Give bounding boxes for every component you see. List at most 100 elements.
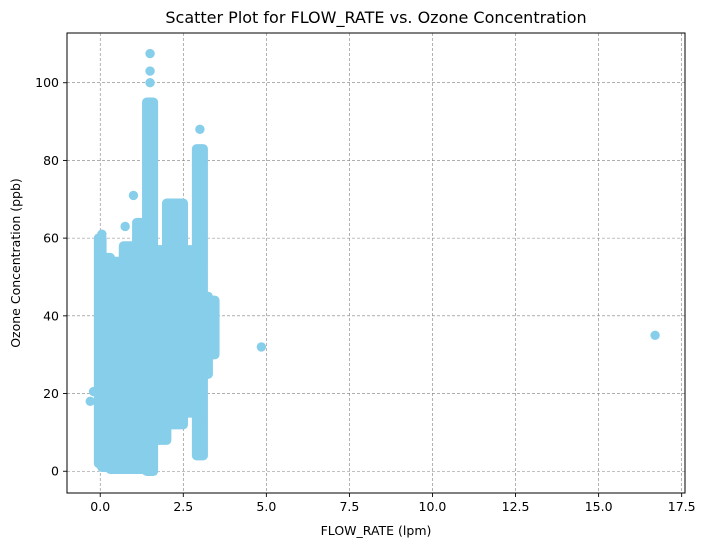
data-point	[124, 447, 135, 458]
data-point	[207, 331, 217, 341]
data-point	[194, 235, 204, 245]
data-point	[107, 464, 118, 474]
x-tick-label: 10.0	[419, 499, 447, 514]
data-point	[169, 264, 179, 275]
data-point	[154, 337, 165, 347]
data-point	[167, 280, 178, 290]
data-point	[145, 66, 155, 76]
y-tick-label: 60	[43, 231, 59, 246]
data-point	[208, 299, 218, 309]
data-point	[111, 386, 121, 396]
data-point	[154, 270, 165, 281]
data-point	[119, 428, 130, 438]
data-point	[145, 78, 155, 88]
data-point	[144, 219, 155, 229]
data-point	[163, 320, 173, 331]
x-axis-label: FLOW_RATE (lpm)	[321, 523, 432, 538]
data-point	[204, 308, 215, 319]
data-point	[147, 125, 157, 135]
data-point	[152, 279, 163, 290]
data-point	[201, 369, 212, 379]
data-point	[210, 346, 220, 356]
data-point	[180, 355, 190, 365]
data-point	[145, 447, 156, 457]
data-point	[166, 334, 177, 344]
data-point	[110, 441, 121, 452]
data-point	[196, 386, 207, 397]
data-point	[85, 396, 95, 407]
data-point	[169, 298, 179, 308]
x-tick-label: 2.5	[173, 499, 193, 514]
data-point	[105, 339, 116, 350]
data-point	[183, 367, 194, 377]
data-point	[181, 379, 192, 390]
data-points	[85, 48, 660, 476]
x-tick-label: 7.5	[339, 499, 359, 514]
data-point	[197, 221, 207, 232]
data-point	[198, 450, 208, 460]
data-point	[650, 330, 660, 340]
data-point	[256, 342, 267, 352]
y-axis-label: Ozone Concentration (ppb)	[8, 178, 23, 348]
data-point	[98, 296, 108, 306]
x-tick-label: 15.0	[585, 499, 613, 514]
data-point	[149, 408, 160, 418]
x-tick-label: 0.0	[90, 499, 110, 514]
data-point	[134, 320, 145, 330]
data-point	[178, 404, 189, 414]
x-tick-label: 17.5	[668, 499, 696, 514]
data-point	[97, 387, 107, 397]
data-point	[107, 401, 118, 411]
data-point	[164, 243, 175, 254]
y-tick-label: 0	[51, 464, 59, 479]
x-tick-label: 12.5	[502, 499, 530, 514]
data-point	[195, 124, 205, 135]
data-point	[145, 48, 155, 59]
data-point	[121, 346, 131, 357]
data-point	[123, 371, 133, 381]
data-point	[97, 430, 107, 440]
x-tick-label: 5.0	[256, 499, 276, 514]
data-point	[145, 465, 155, 475]
data-point	[162, 203, 172, 213]
data-point	[121, 317, 131, 328]
plot-frame	[66, 32, 686, 494]
data-point	[121, 299, 132, 309]
data-point	[182, 245, 192, 255]
data-point	[192, 209, 202, 219]
data-point	[153, 294, 163, 304]
data-point	[148, 143, 158, 154]
data-point	[97, 229, 107, 239]
data-point	[106, 450, 116, 460]
data-point	[209, 319, 219, 329]
chart-title: Scatter Plot for FLOW_RATE vs. Ozone Con…	[165, 8, 586, 28]
y-tick-label: 40	[43, 308, 59, 323]
data-point	[120, 221, 130, 232]
data-point	[146, 101, 156, 111]
data-point	[122, 459, 133, 470]
data-point	[182, 257, 193, 268]
data-point	[133, 289, 143, 300]
axis-ticks: 0.0 2.5 5.0 7.5 10.0 12.5 15.0 17.5 0 20 40 60 80 100	[35, 75, 695, 514]
data-point	[97, 254, 108, 265]
data-point	[178, 316, 189, 326]
data-point	[124, 243, 135, 253]
data-point	[162, 309, 172, 320]
y-tick-label: 80	[43, 153, 59, 168]
data-point	[168, 357, 178, 367]
y-tick-label: 100	[35, 75, 59, 90]
data-point	[150, 434, 161, 445]
data-point	[197, 148, 207, 159]
data-point	[194, 418, 204, 429]
data-point	[197, 158, 207, 168]
data-point	[111, 311, 121, 321]
data-point	[107, 277, 117, 288]
data-point	[94, 236, 104, 247]
data-point	[150, 372, 160, 383]
data-point	[168, 399, 178, 410]
data-point	[122, 261, 133, 272]
data-point	[192, 265, 202, 276]
data-point	[195, 200, 205, 211]
data-point	[88, 386, 99, 397]
